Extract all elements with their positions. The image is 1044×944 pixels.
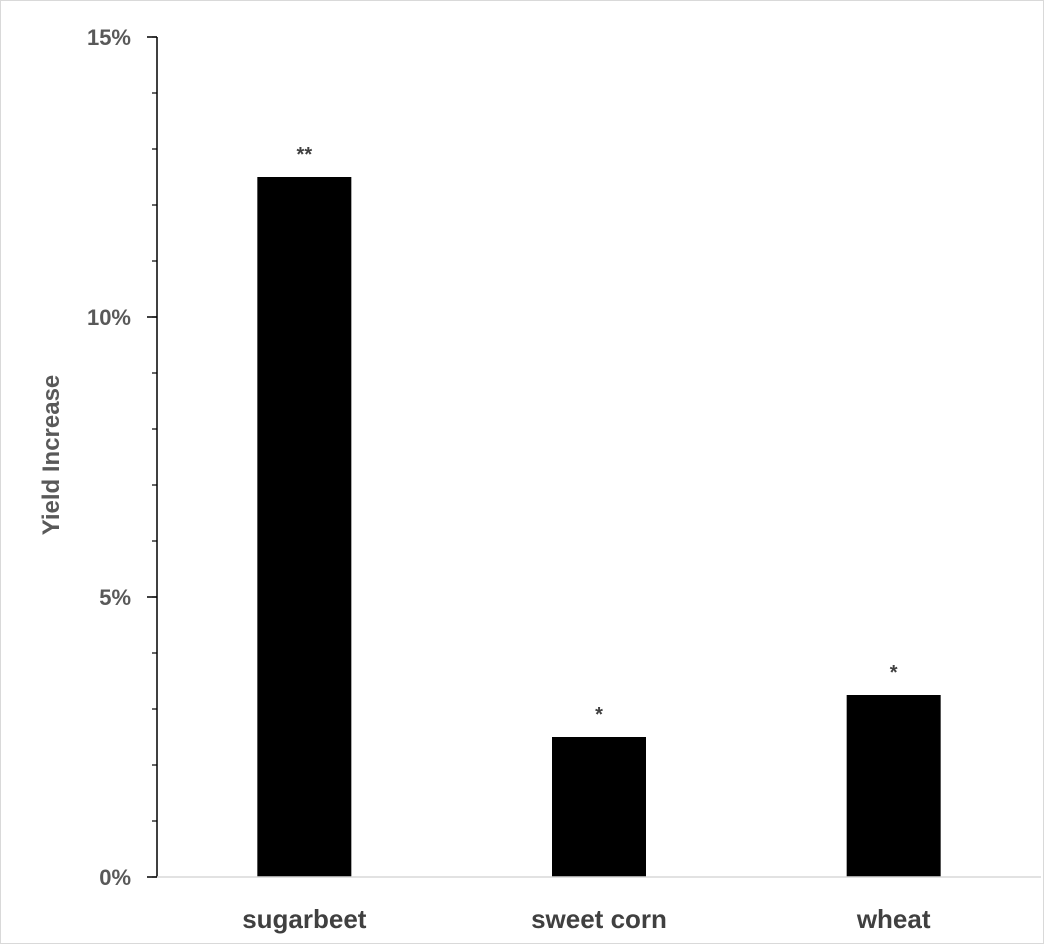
bar-sugarbeet [257,177,352,877]
significance-marker: * [595,704,603,726]
x-category-label: wheat [856,904,931,934]
x-category-label: sugarbeet [242,904,367,934]
significance-marker: ** [297,144,313,166]
y-tick-label: 0% [99,865,131,890]
labels-layer: sugarbeet ** sweet corn * wheat * 0% 5% 10% 15% [87,25,931,934]
x-category-label: sweet corn [531,904,667,934]
y-axis-title: Yield Increase [38,375,65,536]
bar-wheat [846,695,941,877]
y-ticks-layer [147,36,157,878]
y-tick-label: 5% [99,585,131,610]
significance-marker: * [890,662,898,684]
bars-layer [257,177,941,877]
y-tick-label: 15% [87,25,131,50]
axis-layer [156,37,1041,878]
y-tick-label: 10% [87,305,131,330]
bar-sweet-corn [552,737,646,877]
